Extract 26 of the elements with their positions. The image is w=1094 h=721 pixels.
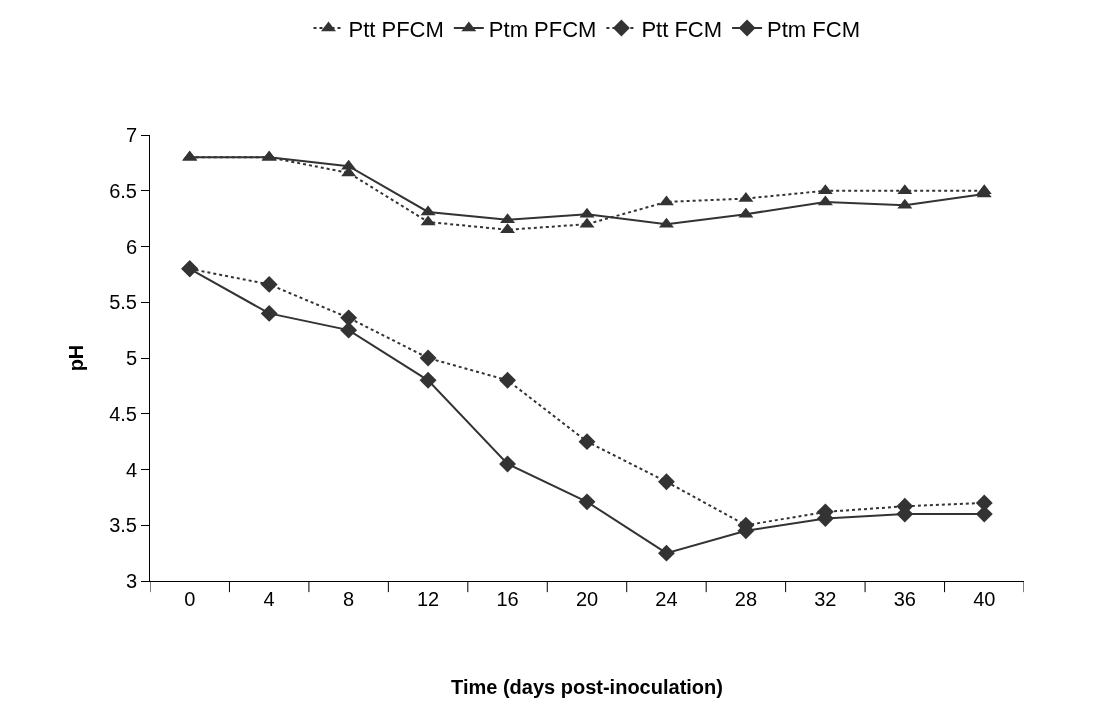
y-tick-label: 3.5 [109, 514, 137, 537]
x-tick-label: 0 [184, 588, 196, 610]
x-axis-title: Time (days post-inoculation) [451, 675, 723, 698]
y-tick-label: 5.5 [109, 291, 137, 314]
legend-label: Ptm PFCM [488, 16, 597, 42]
legend-label: Ptm FCM [767, 16, 860, 42]
y-axis-title: pH [64, 344, 87, 372]
x-tick-label: 4 [263, 588, 275, 610]
y-tick-label: 6.5 [109, 179, 137, 202]
y-tick-label: 4.5 [109, 402, 137, 425]
x-tick-label: 8 [343, 588, 355, 610]
x-tick-label: 28 [734, 588, 758, 610]
x-tick-label: 20 [575, 588, 599, 610]
y-tick-label: 6 [125, 235, 137, 258]
x-tick-label: 36 [893, 588, 916, 610]
y-tick-label: 3 [125, 570, 137, 592]
legend-label: Ptt PFCM [348, 16, 444, 42]
y-tick-label: 7 [125, 124, 137, 146]
x-tick-label: 16 [496, 588, 519, 610]
x-tick-label: 12 [416, 588, 440, 610]
y-tick-label: 4 [125, 458, 137, 481]
x-tick-label: 24 [655, 588, 678, 610]
x-tick-label: 40 [973, 588, 996, 610]
x-tick-label: 32 [814, 588, 837, 610]
legend-label: Ptt FCM [641, 16, 723, 42]
y-tick-label: 5 [125, 347, 137, 369]
